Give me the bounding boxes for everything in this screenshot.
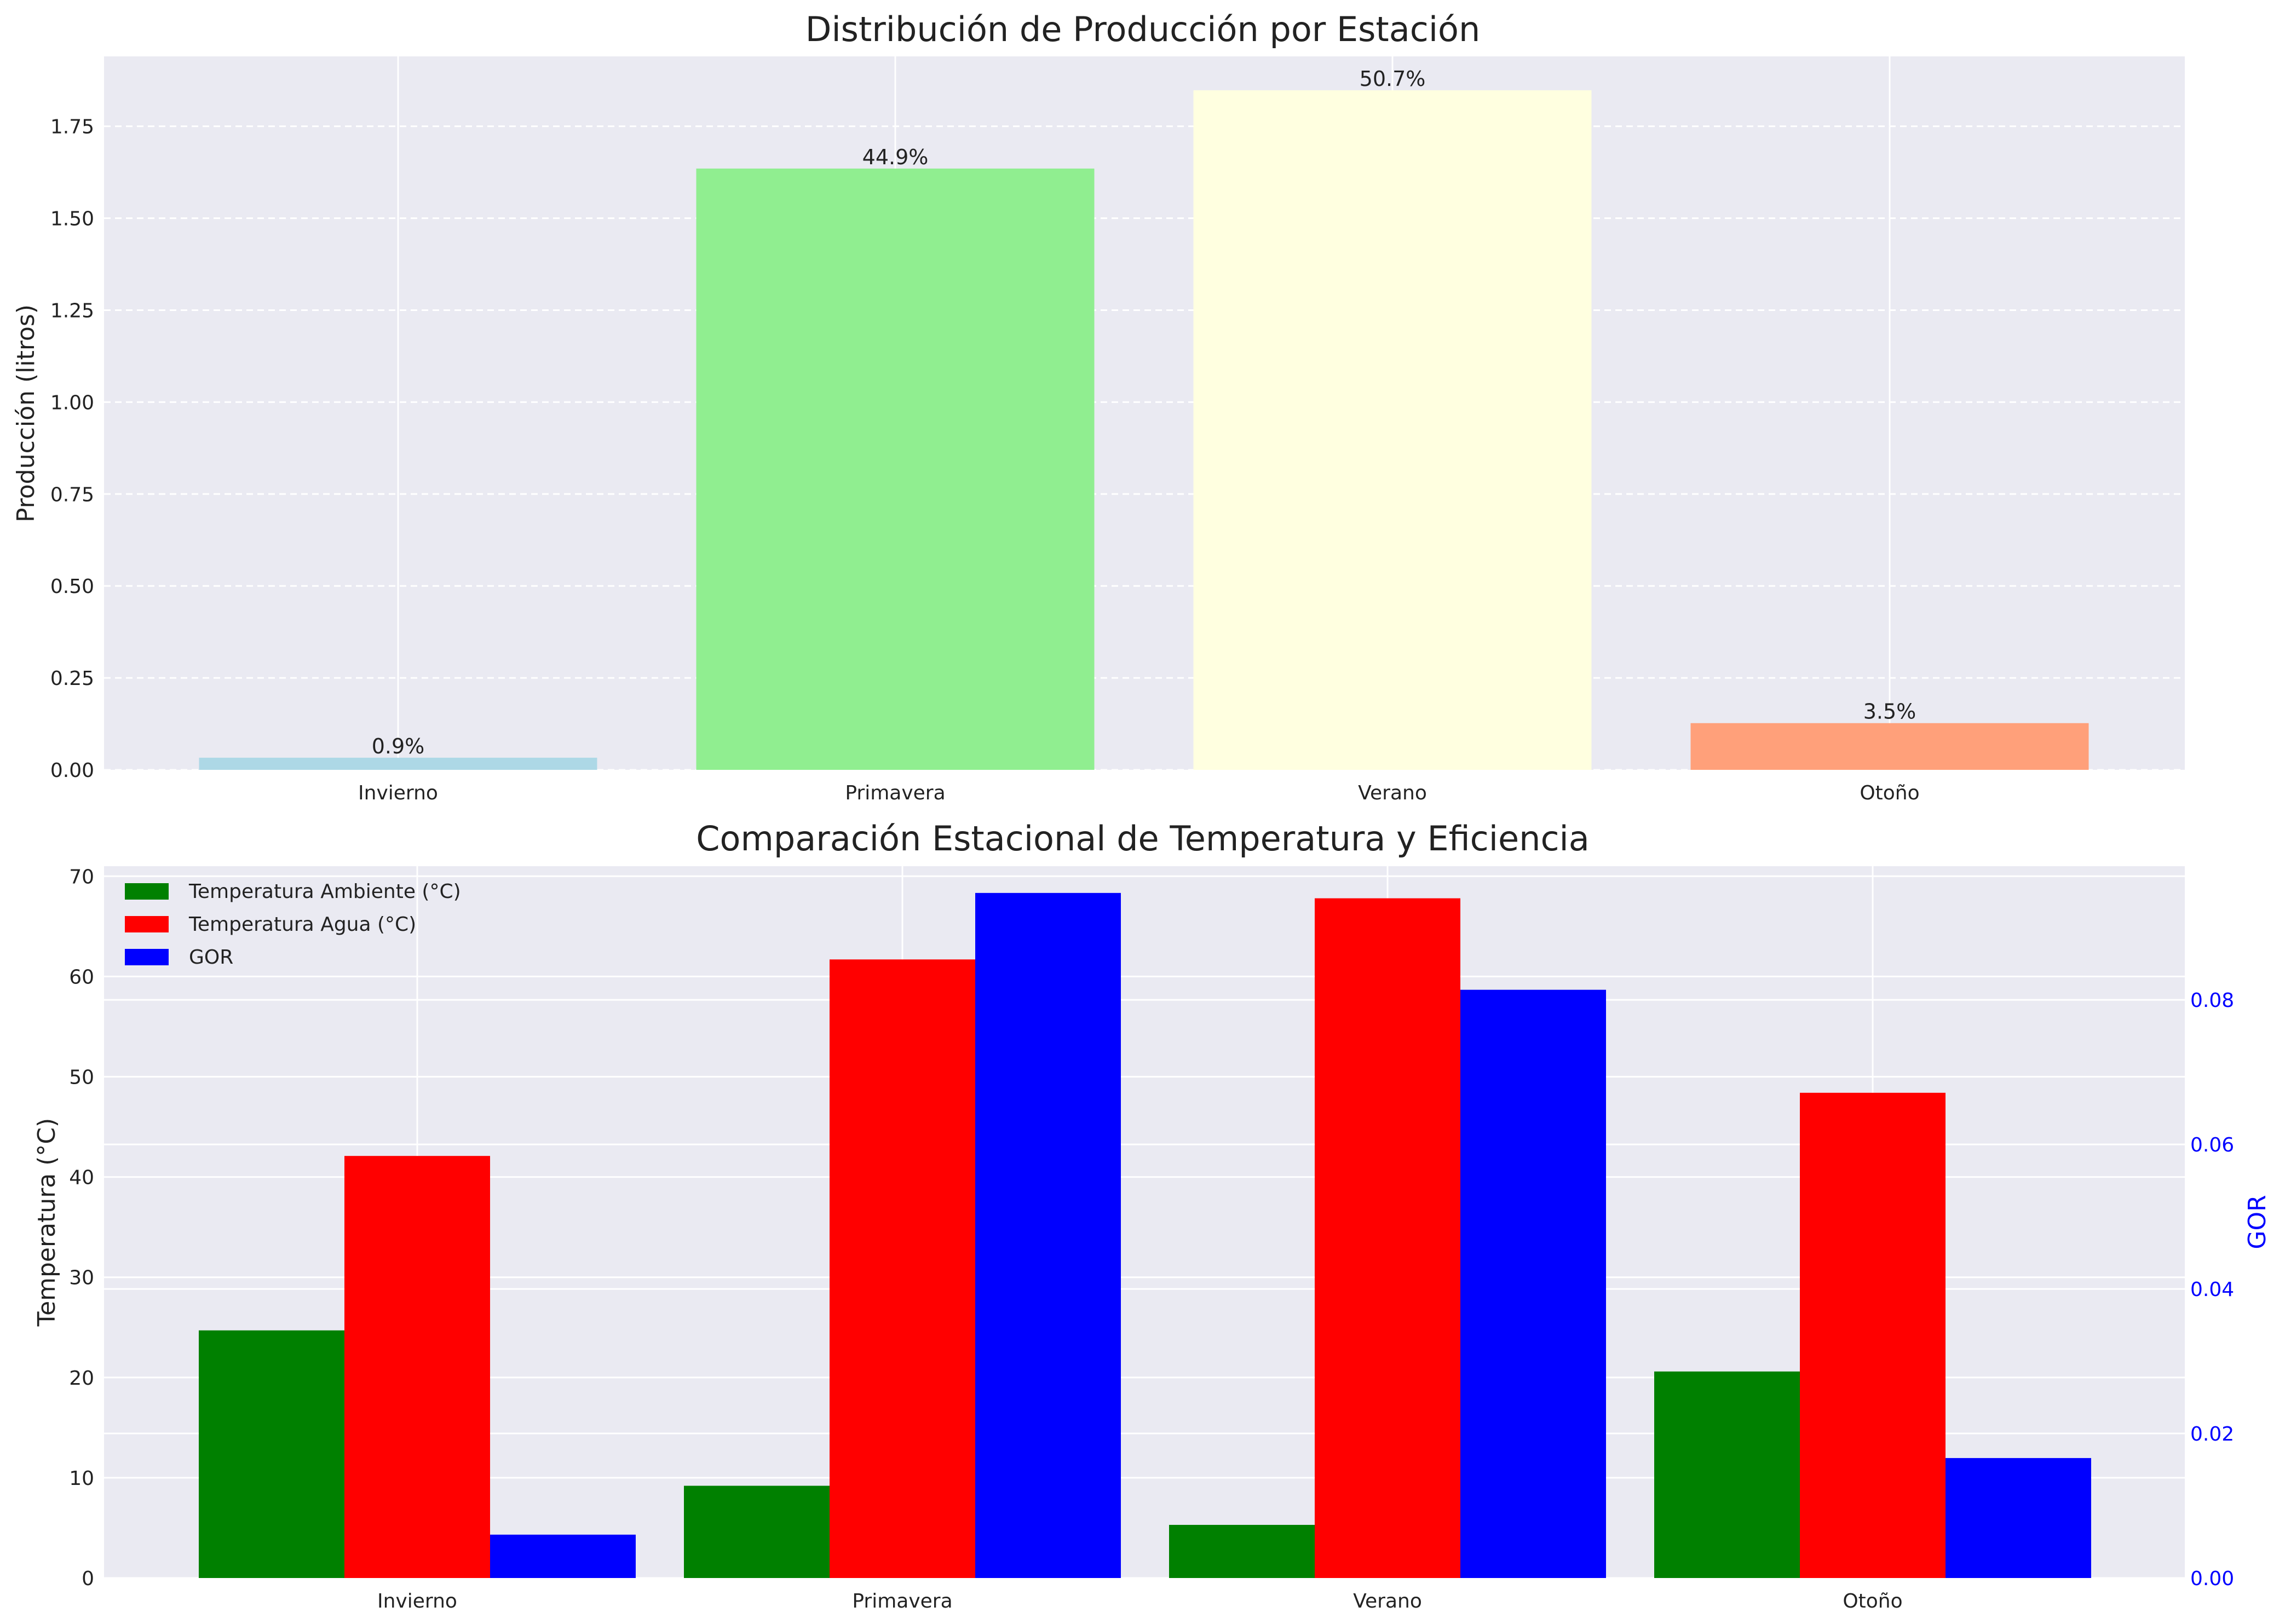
- chart1-bar-labels: 0.9% 44.9% 50.7% 3.5%: [372, 67, 1916, 758]
- chart2-title: Comparación Estacional de Temperatura y …: [696, 819, 1590, 859]
- chart1-y-tick-label: 0.75: [50, 483, 94, 506]
- bar-invierno: [199, 757, 597, 770]
- chart1-bars: [199, 90, 2089, 770]
- chart2-y-axis-label: Temperatura (°C): [33, 1118, 61, 1327]
- bar-temperatura-ambiente-c-otono: [1654, 1371, 1800, 1578]
- legend-label-temperatura-agua-c: Temperatura Agua (°C): [188, 913, 416, 936]
- chart1-x-tick-label-otono: Otoño: [1860, 782, 1919, 804]
- chart1-y-tick-label: 0.50: [50, 575, 94, 598]
- chart1-y-tick-label: 1.00: [50, 391, 94, 414]
- bar-gor-otono: [1946, 1458, 2091, 1578]
- chart1-y-tick-label: 1.50: [50, 208, 94, 231]
- bar-temperatura-agua-c-otono: [1800, 1092, 1946, 1578]
- chart1-y-axis-label: Producción (litros): [12, 304, 40, 522]
- bar-verano: [1193, 90, 1592, 770]
- chart2-y2-tick-label: 0.00: [2190, 1568, 2234, 1590]
- chart1-x-tick-label-verano: Verano: [1358, 782, 1427, 804]
- chart1-y-tick-label: 1.25: [50, 300, 94, 322]
- legend-swatch-temperatura-agua-c: [125, 916, 169, 932]
- chart1-gridlines: [104, 56, 2185, 771]
- chart2-y-tick-label: 20: [69, 1367, 94, 1390]
- bar-primavera: [696, 168, 1095, 770]
- chart2-y-tick-label: 10: [69, 1467, 94, 1490]
- bar-gor-primavera: [975, 892, 1121, 1578]
- chart2-x-tick-label-invierno: Invierno: [377, 1590, 457, 1613]
- legend-swatch-gor: [125, 949, 169, 965]
- chart2-x-tick-label-primavera: Primavera: [852, 1590, 952, 1613]
- chart2-y2-tick-label: 0.06: [2190, 1134, 2234, 1156]
- legend-label-gor: GOR: [189, 946, 233, 969]
- chart2-y2-tick-label: 0.02: [2190, 1423, 2234, 1446]
- chart1-plot-area: [104, 56, 2185, 770]
- chart2-y2-axis-label: GOR: [2243, 1195, 2271, 1249]
- bar-temperatura-ambiente-c-verano: [1169, 1524, 1315, 1578]
- chart1-y-tick-label: 0.25: [50, 667, 94, 690]
- bar-gor-invierno: [490, 1534, 636, 1578]
- chart1-x-ticks: Invierno Primavera Verano Otoño: [358, 782, 1920, 804]
- legend-label-temperatura-ambiente-c: Temperatura Ambiente (°C): [188, 880, 461, 903]
- chart2-legend: Temperatura Ambiente (°C) Temperatura Agu…: [125, 880, 461, 969]
- chart2-y-tick-label: 50: [69, 1067, 94, 1089]
- chart2-y-tick-label: 40: [69, 1167, 94, 1189]
- chart2-y-ticks-right: 0.00 0.02 0.04 0.06 0.08: [2190, 989, 2234, 1590]
- chart2-y-ticks-left: 0 10 20 30 40 50 60 70: [69, 866, 94, 1590]
- bar-label-otono: 3.5%: [1863, 700, 1916, 724]
- chart2-x-ticks: Invierno Primavera Verano Otoño: [377, 1590, 1903, 1613]
- chart2-y2-tick-label: 0.04: [2190, 1279, 2234, 1301]
- chart1-x-tick-label-invierno: Invierno: [358, 782, 438, 804]
- bar-otono: [1690, 723, 2089, 770]
- bar-temperatura-ambiente-c-invierno: [199, 1330, 344, 1578]
- chart2-y-tick-label: 60: [69, 966, 94, 988]
- chart1-y-tick-label: 0.00: [50, 759, 94, 782]
- bar-label-invierno: 0.9%: [372, 734, 425, 758]
- chart1-y-tick-label: 1.75: [50, 116, 94, 139]
- chart2-bars: [199, 892, 2091, 1578]
- chart2-y2-tick-label: 0.08: [2190, 989, 2234, 1012]
- chart2-x-tick-label-verano: Verano: [1353, 1590, 1422, 1613]
- chart2-y-tick-label: 0: [82, 1568, 94, 1590]
- chart1-x-tick-label-primavera: Primavera: [845, 782, 945, 804]
- chart2-y-tick-label: 30: [69, 1267, 94, 1289]
- bar-label-primavera: 44.9%: [862, 145, 929, 169]
- chart1-y-ticks: 0.00 0.25 0.50 0.75 1.00 1.25 1.50 1.75: [50, 116, 94, 782]
- legend-swatch-temperatura-ambiente-c: [125, 883, 169, 900]
- bar-gor-verano: [1460, 989, 1606, 1578]
- bar-temperatura-agua-c-primavera: [830, 959, 975, 1578]
- temperature-efficiency-chart: 0 10 20 30 40 50 60 70 0.00 0.02 0.04 0.06 0.08 Inv…: [33, 819, 2271, 1613]
- bar-label-verano: 50.7%: [1360, 67, 1426, 91]
- bar-temperatura-agua-c-invierno: [344, 1156, 490, 1578]
- bar-temperatura-agua-c-verano: [1315, 898, 1460, 1578]
- bar-temperatura-ambiente-c-primavera: [684, 1485, 830, 1578]
- chart2-x-tick-label-otono: Otoño: [1843, 1590, 1902, 1613]
- production-chart: 0.9% 44.9% 50.7% 3.5% 0.00 0.25 0.50 0.75 1.00 1…: [12, 9, 2185, 804]
- chart2-y-tick-label: 70: [69, 866, 94, 888]
- chart1-title: Distribución de Producción por Estación: [805, 9, 1481, 49]
